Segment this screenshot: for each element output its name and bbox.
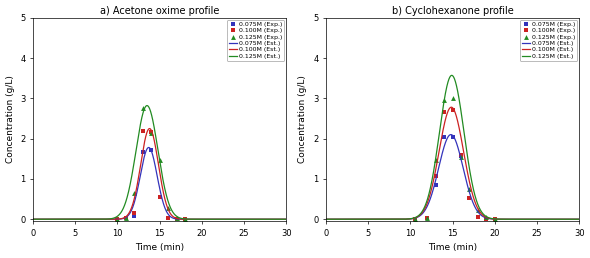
Legend: 0.075M (Exp.), 0.100M (Exp.), 0.125M (Exp.), 0.075M (Est.), 0.100M (Est.), 0.125: 0.075M (Exp.), 0.100M (Exp.), 0.125M (Ex… [227,20,284,61]
Title: b) Cyclohexanone profile: b) Cyclohexanone profile [392,6,513,15]
X-axis label: Time (min): Time (min) [428,244,477,252]
X-axis label: Time (min): Time (min) [135,244,184,252]
Title: a) Acetone oxime profile: a) Acetone oxime profile [100,6,219,15]
Y-axis label: Concentration (g/L): Concentration (g/L) [5,76,15,163]
Y-axis label: Concentration (g/L): Concentration (g/L) [299,76,307,163]
Legend: 0.075M (Exp.), 0.100M (Exp.), 0.125M (Exp.), 0.075M (Est.), 0.100M (Est.), 0.125: 0.075M (Exp.), 0.100M (Exp.), 0.125M (Ex… [520,20,577,61]
